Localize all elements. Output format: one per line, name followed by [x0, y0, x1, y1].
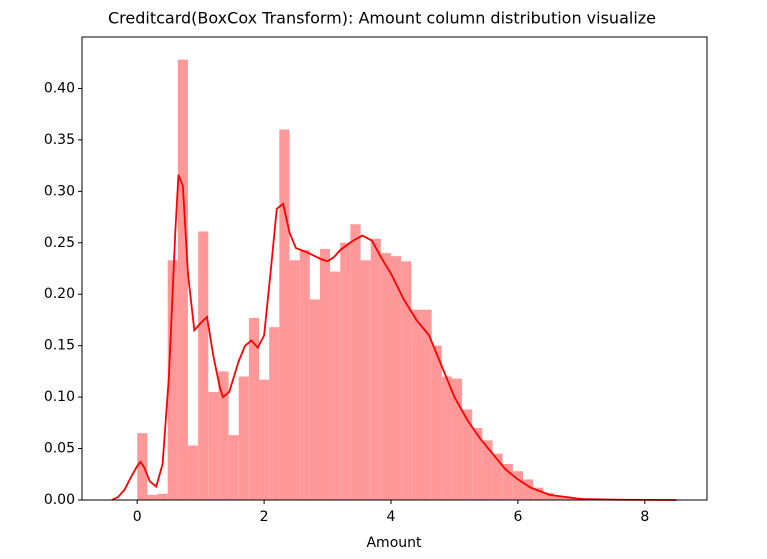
y-tick-label: 0.05	[44, 441, 75, 457]
bar	[391, 256, 402, 500]
x-tick-label: 0	[133, 509, 142, 525]
bar	[259, 379, 270, 500]
bar	[350, 224, 361, 500]
bar	[441, 376, 452, 500]
bar	[472, 427, 483, 500]
y-tick-label: 0.30	[44, 183, 75, 199]
y-tick-label: 0.40	[44, 80, 75, 96]
bar	[512, 471, 523, 500]
y-tick-label: 0.10	[44, 389, 75, 405]
x-tick-label: 4	[387, 509, 396, 525]
bar	[370, 238, 381, 500]
bar	[522, 479, 534, 500]
y-tick-label: 0.35	[44, 132, 75, 148]
bar	[147, 494, 158, 500]
y-tick-label: 0.00	[44, 492, 75, 508]
bar	[563, 496, 574, 500]
bar	[177, 59, 188, 500]
x-tick-label: 6	[513, 509, 522, 525]
bar	[279, 129, 290, 500]
bar	[309, 299, 320, 500]
bar	[482, 440, 493, 500]
x-tick-label: 8	[640, 509, 649, 525]
bar	[208, 391, 219, 500]
bar	[431, 345, 442, 500]
bar	[228, 435, 239, 500]
bar	[421, 309, 432, 500]
bar	[167, 260, 178, 500]
bar	[137, 433, 148, 500]
bar	[553, 495, 564, 500]
bar	[187, 445, 199, 500]
chart-title: Creditcard(BoxCox Transform): Amount col…	[108, 9, 656, 28]
bar	[360, 260, 371, 500]
bar	[218, 371, 229, 500]
bar	[401, 261, 412, 500]
bar	[269, 327, 280, 500]
bar	[289, 260, 300, 500]
x-tick-label: 2	[260, 509, 269, 525]
bar	[462, 409, 473, 500]
bar	[533, 487, 544, 500]
plot-frame	[81, 36, 708, 501]
bar	[411, 309, 422, 500]
bar	[543, 492, 554, 500]
bar	[319, 248, 331, 500]
y-tick-label: 0.25	[44, 235, 75, 251]
bar	[492, 453, 503, 500]
y-tick-label: 0.20	[44, 286, 75, 302]
bar	[451, 378, 463, 500]
bar	[248, 317, 260, 500]
y-tick-label: 0.15	[44, 338, 75, 354]
x-axis-label: Amount	[366, 535, 422, 551]
bar	[157, 493, 168, 500]
bar	[198, 231, 209, 500]
bar	[340, 242, 351, 500]
bar	[502, 463, 513, 500]
bar	[238, 376, 249, 500]
bar	[330, 271, 341, 500]
bar	[380, 253, 392, 500]
bar	[299, 249, 310, 500]
kde-line	[111, 174, 677, 501]
